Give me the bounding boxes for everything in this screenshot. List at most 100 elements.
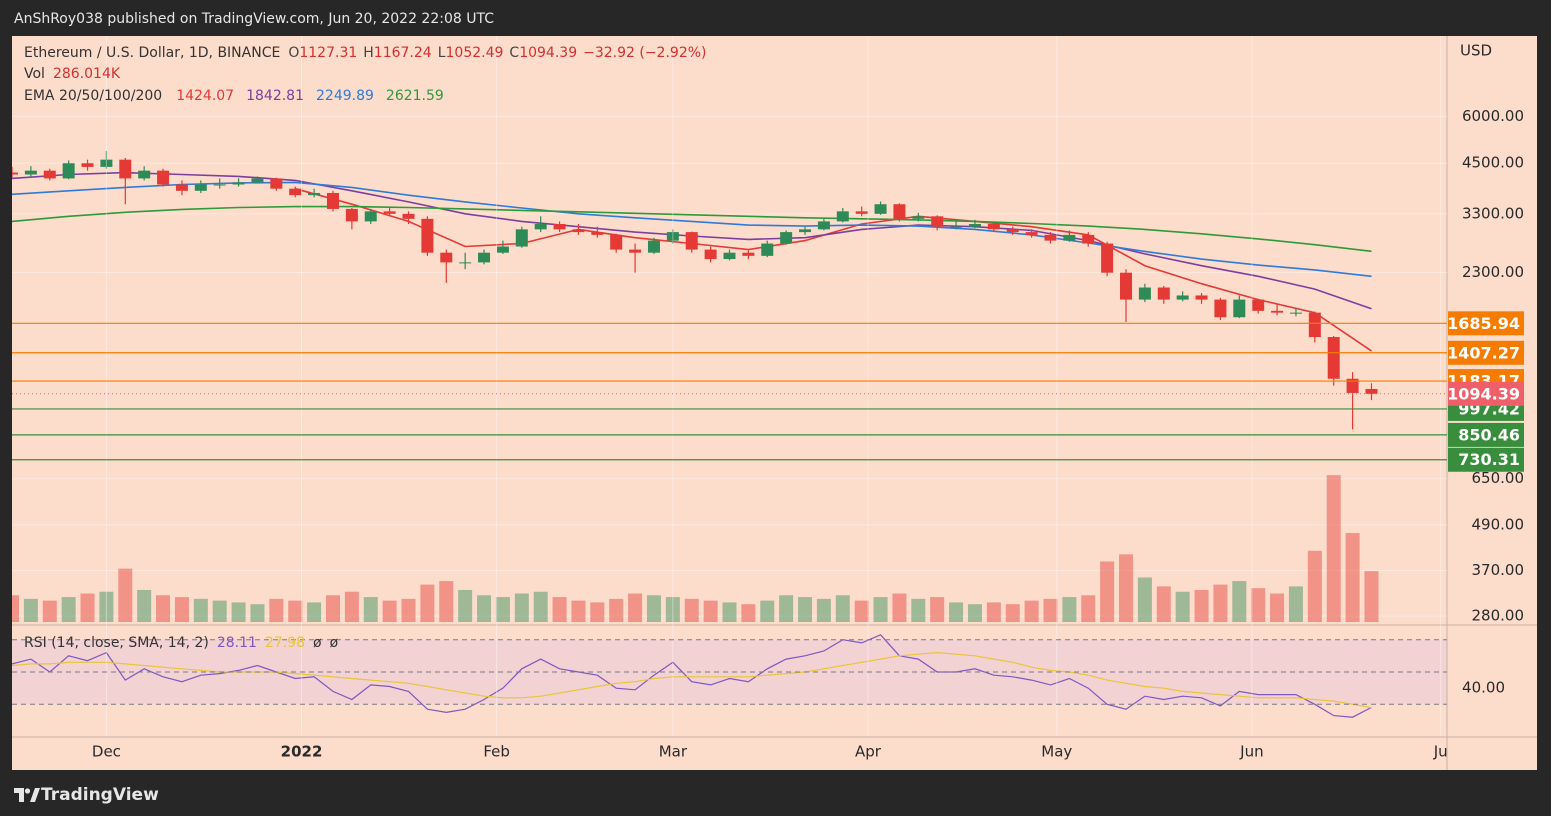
x-tick-label: Apr [855,743,882,761]
volume-bar [986,602,1001,622]
candle-body [326,192,339,209]
candle-body [1289,312,1302,314]
candle-body [1025,232,1038,235]
candle-body [1346,378,1359,393]
y-tick-label: 280.00 [1472,607,1525,625]
symbol-title: Ethereum / U.S. Dollar, 1D, BINANCE [24,45,280,61]
volume-bar [609,598,624,622]
candle-body [610,234,623,250]
volume-bar [231,602,246,622]
candle-body [100,159,113,167]
rsi-na-value: ø [313,635,322,651]
volume-bar [571,600,586,622]
volume-bar [1345,533,1360,622]
candle-body [345,208,358,222]
volume-bar [722,602,737,622]
volume-label: Vol [24,66,45,82]
candle-body [251,178,264,183]
x-tick-label: May [1041,743,1072,761]
volume-bar [1288,586,1303,622]
level-tag-label: 730.31 [1458,450,1520,469]
candle-body [43,170,56,179]
volume-bar [80,593,95,622]
ohlc-value: 1127.31 [299,45,357,61]
brand: TradingView [41,785,159,805]
candle-body [308,192,321,196]
candle-body [119,159,132,179]
candle-body [968,224,981,227]
volume-bar [646,595,661,622]
candle-body [1044,234,1057,241]
candle-body [1120,272,1133,300]
candle-body [1082,234,1095,244]
ema-line [12,205,1372,253]
candle-body [270,178,283,189]
candle-body [553,224,566,230]
ohlc-label: O [288,45,299,61]
candle-body [421,218,434,253]
x-tick-label: 2022 [281,743,323,761]
ema-line [294,187,1372,352]
candle-body [1138,287,1151,300]
publisher: AnShRoy038 published on TradingView.com,… [14,11,494,27]
candle-body [459,262,472,264]
candle-body [213,184,226,186]
volume-bar [439,581,454,622]
legend-row: EMA 20/50/100/200 1424.07 1842.81 2249.89 26… [24,88,444,104]
candle-body [138,170,151,179]
ohlc-value: 1052.49 [446,45,504,61]
volume-bar [911,598,926,622]
volume-bar [552,597,567,622]
volume-bar [495,597,510,622]
plot-layer: Dec 2022 Feb Mar Apr May Jun Ju USD 6000.00 4500.0… [12,36,1525,761]
candle-body [1157,287,1170,300]
change-value: −32.92 (−2.92%) [583,45,706,61]
volume-bar [193,598,208,622]
volume-bar [835,595,850,622]
x-tick-label: Jun [1239,743,1263,761]
volume-bar [665,597,680,622]
candle-body [24,170,37,175]
volume-bar [760,600,775,622]
volume-bar [1175,591,1190,622]
volume-bar [1043,598,1058,622]
volume-bar [779,595,794,622]
candle-body [912,216,925,219]
volume-bar [892,593,907,622]
volume-bar [854,600,869,622]
candle-body [478,252,491,263]
ohlc-label: H [363,45,374,61]
volume-bar [1326,475,1341,622]
brand-logo [14,788,40,802]
candle-body [1101,243,1114,273]
legend-row: Vol 286.014K [24,66,121,82]
candle-body [1327,337,1340,379]
candle-body [289,188,302,196]
volume-bar [174,597,189,622]
candle-body [364,211,377,222]
candle-body [1365,388,1378,394]
volume-bar [1062,597,1077,622]
volume-bar [325,595,340,622]
candle-body [591,232,604,235]
rsi-line [12,634,1372,718]
candle-body [742,252,755,256]
volume-bar [1137,577,1152,622]
y-tick-label: 490.00 [1472,515,1525,533]
rsi-value: 28.11 [217,635,257,651]
x-tick-label: Mar [659,743,688,761]
candle-body [1214,299,1227,318]
volume-bar [514,593,529,622]
candle-body [761,243,774,256]
candle-body [647,240,660,253]
volume-bar [1005,604,1020,622]
volume-bar [288,600,303,622]
candle-body [874,204,887,214]
candle-body [666,232,679,241]
volume-bar [1270,593,1285,622]
candle-body [836,211,849,222]
time-axis: Dec 2022 Feb Mar Apr May Jun Ju [92,743,1447,761]
volume-bar [23,598,38,622]
level-tag-label: 1407.27 [1447,343,1520,362]
